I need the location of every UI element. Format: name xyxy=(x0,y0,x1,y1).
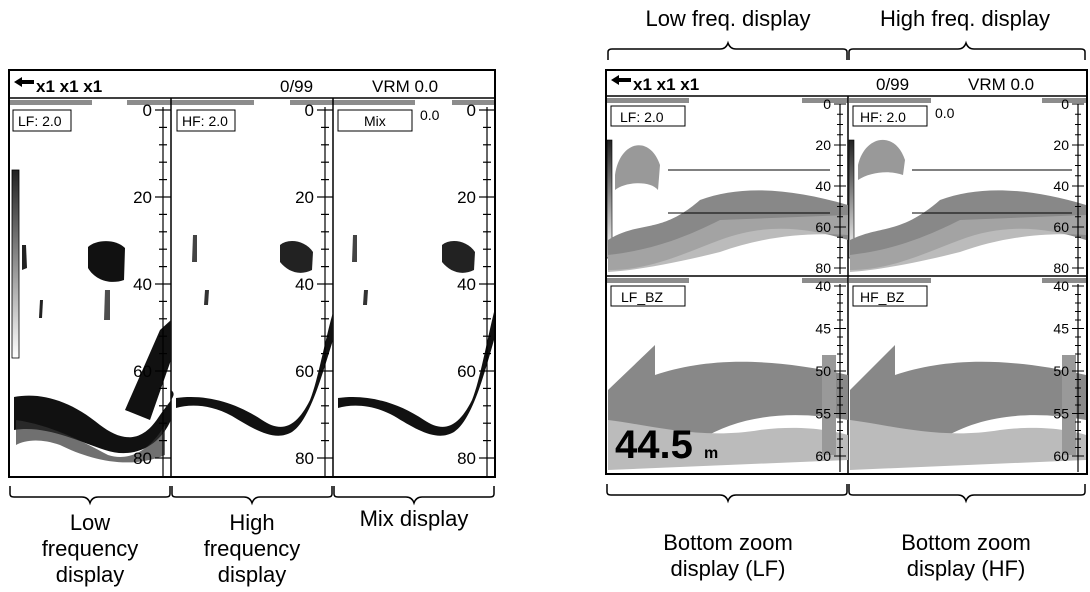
caption-lf: frequency xyxy=(42,536,139,561)
caption-lf: display xyxy=(56,562,124,587)
caption-low-freq: Low freq. display xyxy=(645,6,810,31)
range-bar xyxy=(290,100,333,105)
depth-label: 45 xyxy=(1053,320,1069,336)
depth-label: 20 xyxy=(1053,137,1069,153)
depth-label: 40 xyxy=(1053,178,1069,194)
right-header: x1 x1 x1 0/99 VRM 0.0 xyxy=(606,75,1087,97)
caption-lf: Low xyxy=(70,510,110,535)
caption-hf: High xyxy=(229,510,274,535)
panel-tag: LF_BZ xyxy=(621,289,663,305)
left-display: x1 x1 x1 0/99 VRM 0.0 LF: 2.0 xyxy=(8,69,496,587)
depth-label: 80 xyxy=(457,449,476,468)
zoom-levels-label: x1 x1 x1 xyxy=(633,75,699,94)
depth-label: 60 xyxy=(815,219,831,235)
depth-label: 50 xyxy=(1053,363,1069,379)
caption-bz-lf: Bottom zoom xyxy=(663,530,793,555)
depth-readout: 44.5 xyxy=(615,423,693,467)
vrm-marker-label: 0.0 xyxy=(935,105,955,121)
depth-unit: m xyxy=(704,445,718,462)
panel-tag: HF: 2.0 xyxy=(182,113,228,129)
depth-label: 40 xyxy=(815,278,831,294)
depth-label: 40 xyxy=(457,275,476,294)
caption-mix: Mix display xyxy=(360,506,469,531)
depth-label: 80 xyxy=(1053,260,1069,276)
counter-label: 0/99 xyxy=(876,75,909,94)
depth-label: 60 xyxy=(133,362,152,381)
hf-panel: HF: 2.0 xyxy=(176,109,333,436)
depth-label: 50 xyxy=(815,363,831,379)
color-scale-bar xyxy=(11,169,20,359)
right-display: Low freq. display High freq. display x1 … xyxy=(605,6,1088,581)
depth-label: 60 xyxy=(815,448,831,464)
panel-tag: Mix xyxy=(364,113,386,129)
range-bar xyxy=(452,100,494,105)
caption-bracket xyxy=(848,40,1086,60)
vrm-label: VRM 0.0 xyxy=(372,77,438,96)
caption-bz-hf: display (HF) xyxy=(907,556,1026,581)
depth-label: 20 xyxy=(295,188,314,207)
lower-lf-bz-panel: LF_BZ xyxy=(608,285,848,470)
upper-lf-panel: LF: 2.0 xyxy=(606,105,848,272)
depth-label: 45 xyxy=(815,320,831,336)
range-bar xyxy=(10,100,92,105)
depth-label: 0 xyxy=(823,96,831,112)
depth-label: 60 xyxy=(1053,448,1069,464)
depth-label: 55 xyxy=(815,405,831,421)
range-bar xyxy=(333,100,415,105)
caption-bracket xyxy=(333,486,495,506)
panel-tag: LF: 2.0 xyxy=(18,113,62,129)
caption-bracket xyxy=(9,486,171,506)
caption-bracket xyxy=(171,486,333,506)
range-bar xyxy=(172,100,254,105)
depth-label: 0 xyxy=(305,101,314,120)
caption-high-freq: High freq. display xyxy=(880,6,1050,31)
depth-label: 40 xyxy=(295,275,314,294)
counter-label: 0/99 xyxy=(280,77,313,96)
mix-panel: Mix 0.0 xyxy=(337,107,494,436)
depth-label: 55 xyxy=(1053,405,1069,421)
depth-label: 40 xyxy=(815,178,831,194)
left-arrow-icon xyxy=(611,75,631,85)
caption-bracket xyxy=(606,484,848,504)
left-display-frame xyxy=(8,69,496,478)
range-bar xyxy=(127,100,172,105)
caption-bracket xyxy=(607,40,848,60)
zoom-levels-label: x1 x1 x1 xyxy=(36,77,102,96)
depth-scales xyxy=(162,107,488,477)
lower-hf-bz-panel: HF_BZ xyxy=(850,285,1086,470)
depth-label: 60 xyxy=(1053,219,1069,235)
upper-hf-panel: HF: 2.0 0.0 xyxy=(848,105,1086,272)
depth-label: 0 xyxy=(1061,96,1069,112)
panel-tag: LF: 2.0 xyxy=(620,109,664,125)
depth-label: 0 xyxy=(143,101,152,120)
depth-label: 40 xyxy=(133,275,152,294)
panel-tag: HF_BZ xyxy=(860,289,905,305)
depth-label: 80 xyxy=(815,260,831,276)
caption-bracket xyxy=(848,484,1086,504)
depth-label: 80 xyxy=(295,449,314,468)
depth-label: 20 xyxy=(133,188,152,207)
depth-label: 40 xyxy=(1053,278,1069,294)
caption-bz-hf: Bottom zoom xyxy=(901,530,1031,555)
right-depth-scales xyxy=(839,104,1079,472)
caption-hf: display xyxy=(218,562,286,587)
depth-label: 0 xyxy=(467,101,476,120)
depth-label: 60 xyxy=(295,362,314,381)
caption-hf: frequency xyxy=(204,536,301,561)
depth-label: 60 xyxy=(457,362,476,381)
depth-label: 20 xyxy=(815,137,831,153)
caption-bz-lf: display (LF) xyxy=(671,556,786,581)
left-arrow-icon xyxy=(14,77,34,87)
left-header: x1 x1 x1 0/99 VRM 0.0 xyxy=(9,77,495,99)
depth-label: 20 xyxy=(457,188,476,207)
vrm-marker-label: 0.0 xyxy=(420,107,440,123)
vrm-label: VRM 0.0 xyxy=(968,75,1034,94)
panel-tag: HF: 2.0 xyxy=(860,109,906,125)
lf-panel: LF: 2.0 xyxy=(11,109,174,463)
depth-label: 80 xyxy=(133,449,152,468)
